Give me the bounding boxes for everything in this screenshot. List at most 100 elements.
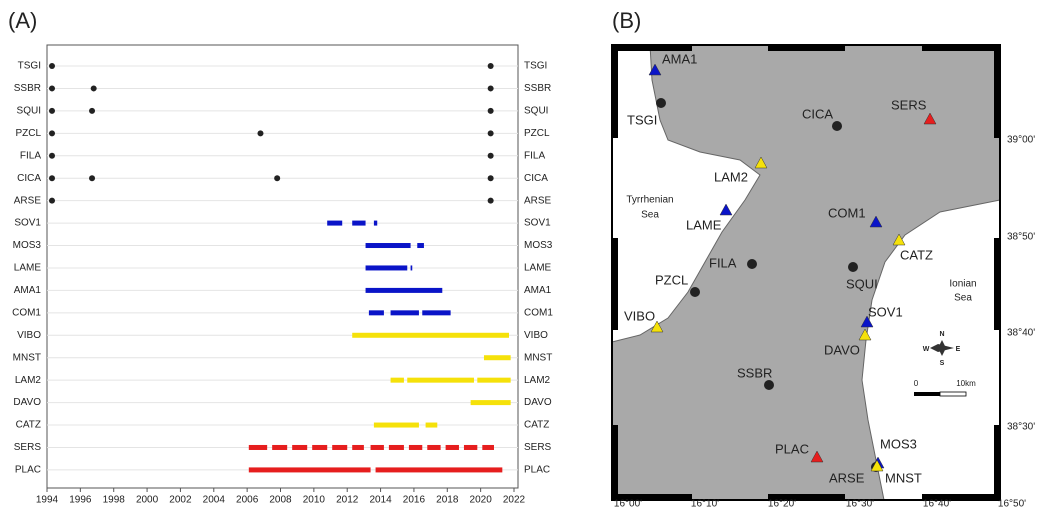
compass-label: E xyxy=(956,346,961,353)
station-label: LAM2 xyxy=(714,169,748,184)
scale-bar xyxy=(914,392,940,396)
x-tick-label: 1994 xyxy=(36,495,59,506)
data-point xyxy=(49,85,55,91)
data-segment xyxy=(352,221,365,226)
row-label: SERS xyxy=(524,442,552,453)
station-label: CICA xyxy=(802,106,833,121)
station-label: COM1 xyxy=(828,205,866,220)
data-point xyxy=(488,175,494,181)
lon-label: 16°40' xyxy=(923,499,951,508)
x-tick-label: 2022 xyxy=(503,495,526,506)
station-label: SQUI xyxy=(846,276,878,291)
data-segment xyxy=(409,445,422,450)
data-segment xyxy=(471,400,511,405)
x-tick-label: 2006 xyxy=(236,495,259,506)
data-point xyxy=(91,85,97,91)
data-segment xyxy=(389,445,404,450)
row-label: SOV1 xyxy=(14,218,41,229)
lat-label: 38°30' xyxy=(1007,422,1035,433)
data-point xyxy=(49,130,55,136)
data-point xyxy=(488,108,494,114)
data-point xyxy=(89,175,95,181)
row-label: CICA xyxy=(17,173,41,184)
row-label: LAM2 xyxy=(15,375,42,386)
data-segment xyxy=(411,265,413,270)
data-segment xyxy=(391,310,419,315)
row-label: LAME xyxy=(14,263,42,274)
station-marker xyxy=(832,121,842,131)
row-label: SSBR xyxy=(524,83,551,94)
data-point xyxy=(488,63,494,69)
data-point xyxy=(274,175,280,181)
row-label: CICA xyxy=(524,173,548,184)
row-label: AMA1 xyxy=(14,285,42,296)
station-label: CATZ xyxy=(900,247,933,262)
data-segment xyxy=(391,378,404,383)
x-tick-label: 2012 xyxy=(336,495,359,506)
row-label: FILA xyxy=(524,150,545,161)
data-segment xyxy=(374,423,419,428)
station-marker xyxy=(690,287,700,297)
data-point xyxy=(89,108,95,114)
data-segment xyxy=(376,467,503,472)
row-label: LAM2 xyxy=(524,375,551,386)
data-segment xyxy=(332,445,347,450)
data-segment xyxy=(484,355,511,360)
sea-label: Tyrrhenian xyxy=(626,195,673,206)
lon-label: 16°00' xyxy=(614,499,642,508)
row-label: PLAC xyxy=(15,465,41,476)
data-segment xyxy=(426,423,438,428)
lat-label: 38°50' xyxy=(1007,232,1035,243)
station-label: VIBO xyxy=(624,308,655,323)
row-label: TSGI xyxy=(18,61,41,72)
data-point xyxy=(488,130,494,136)
x-tick-label: 2018 xyxy=(436,495,459,506)
x-tick-label: 2010 xyxy=(303,495,326,506)
row-label: VIBO xyxy=(524,330,548,341)
data-segment xyxy=(446,445,459,450)
data-segment xyxy=(352,445,364,450)
data-segment xyxy=(427,445,440,450)
data-segment xyxy=(374,221,377,226)
data-point xyxy=(257,130,263,136)
station-label: MOS3 xyxy=(880,436,917,451)
data-point xyxy=(49,175,55,181)
row-label: TSGI xyxy=(524,61,547,72)
row-label: MOS3 xyxy=(524,240,553,251)
compass-label: S xyxy=(940,360,945,367)
sea-label: Sea xyxy=(954,293,972,304)
station-label: MNST xyxy=(885,470,922,485)
row-label: FILA xyxy=(20,150,41,161)
row-label: PZCL xyxy=(15,128,41,139)
sea-label: Ionian xyxy=(949,279,976,290)
station-marker xyxy=(848,262,858,272)
lon-label: 16°30' xyxy=(846,499,874,508)
sea-label: Sea xyxy=(641,210,659,221)
data-point xyxy=(49,63,55,69)
station-label: DAVO xyxy=(824,342,860,357)
row-label: SQUI xyxy=(17,106,41,117)
data-segment xyxy=(422,310,450,315)
station-marker xyxy=(764,380,774,390)
lat-label: 38°40' xyxy=(1007,328,1035,339)
compass-label: W xyxy=(923,346,930,353)
row-label: AMA1 xyxy=(524,285,552,296)
row-label: DAVO xyxy=(13,397,41,408)
data-segment xyxy=(249,445,267,450)
station-marker xyxy=(656,98,666,108)
data-point xyxy=(49,108,55,114)
row-label: LAME xyxy=(524,263,552,274)
data-segment xyxy=(407,378,474,383)
station-label: FILA xyxy=(709,255,737,270)
panel-label: (A) xyxy=(8,8,37,33)
x-tick-label: 2016 xyxy=(403,495,426,506)
scale-label: 10km xyxy=(956,379,976,388)
scale-label: 0 xyxy=(914,379,919,388)
row-label: MNST xyxy=(13,352,41,363)
lon-label: 16°50' xyxy=(998,499,1026,508)
data-segment xyxy=(352,333,509,338)
x-tick-label: 1998 xyxy=(103,495,126,506)
figure: (A) (B) 16°00'16°10'16°20'16°30'16°40'16… xyxy=(0,0,1057,508)
station-label: SERS xyxy=(891,97,927,112)
map: 16°00'16°10'16°20'16°30'16°40'16°50'39°0… xyxy=(612,45,1035,508)
